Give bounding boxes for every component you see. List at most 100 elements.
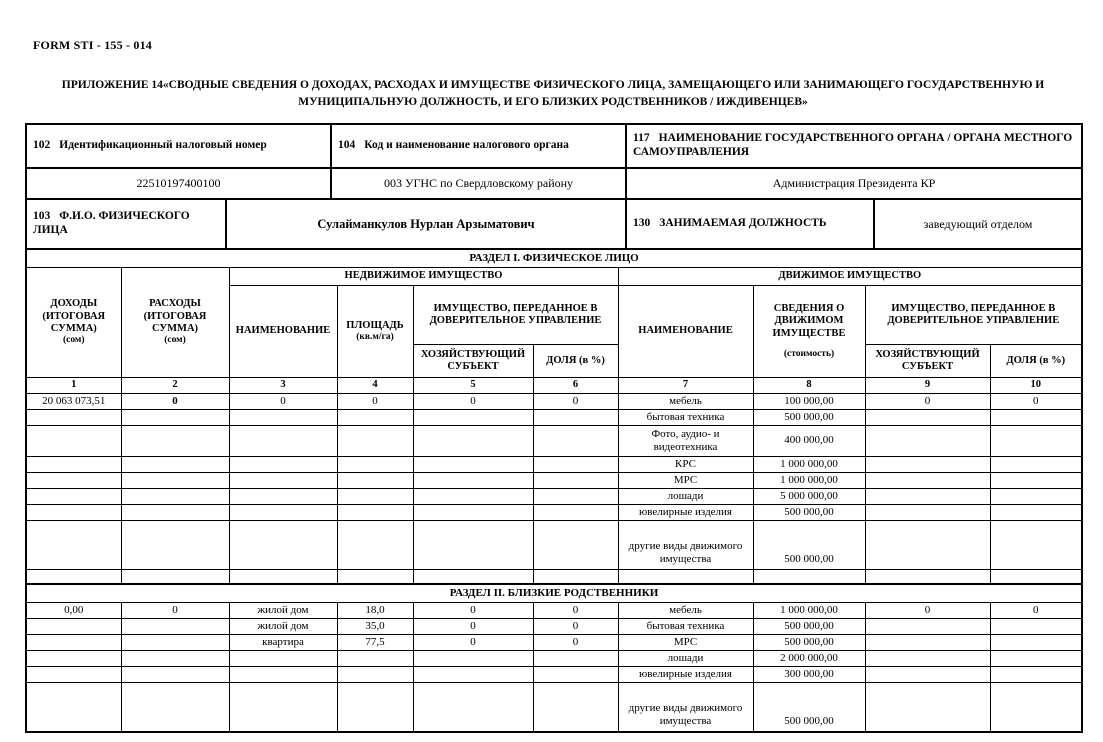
table-cell: ювелирные изделия [617, 666, 754, 684]
table-cell [864, 519, 991, 570]
table-cell [864, 503, 991, 521]
table-cell [120, 487, 230, 505]
table-cell: 0 [989, 602, 1083, 620]
table-cell: квартира [228, 634, 338, 652]
section1-body: 20 063 073,51 0 0 0 0 0 мебель 100 000,00 0 0 быто… [25, 393, 1083, 585]
field-130-label: ЗАНИМАЕМАЯ ДОЛЖНОСТЬ [659, 217, 827, 230]
table-cell [336, 424, 414, 457]
table-cell: 0 [120, 602, 230, 620]
table-cell: бытовая техника [617, 408, 754, 426]
table-cell [336, 650, 414, 668]
table-cell: 300 000,00 [752, 666, 866, 684]
table-cell: 0 [412, 602, 534, 620]
table-cell [120, 519, 230, 570]
table-row: лошади 2 000 000,00 [25, 650, 1083, 668]
table-cell [532, 471, 619, 489]
table-cell: мебель [617, 393, 754, 410]
table-row: бытовая техника 500 000,00 [25, 408, 1083, 426]
table-cell: МРС [617, 471, 754, 489]
table-cell: мебель [617, 602, 754, 620]
table-cell [120, 650, 230, 668]
table-cell [989, 666, 1083, 684]
table-cell: другие виды движимого имущества [617, 682, 754, 733]
declaration-table: РАЗДЕЛ I. ФИЗИЧЕСКОЕ ЛИЦО ДОХОДЫ (ИТОГОВ… [25, 248, 1084, 733]
col-header-movable-info: СВЕДЕНИЯ О ДВИЖИМОМ ИМУЩЕСТВЕ (стоимость… [752, 285, 866, 378]
table-cell: 1 000 000,00 [752, 471, 866, 489]
col-header-area-main: ПЛОЩАДЬ [346, 319, 404, 331]
form-number: FORM STI - 155 - 014 [33, 38, 152, 52]
table-cell: 1 000 000,00 [752, 602, 866, 620]
field-117-code: 117 [633, 132, 650, 145]
col-header-movable-entity: ХОЗЯЙСТВУЮЩИЙ СУБЪЕКТ [864, 344, 991, 378]
col-number-1: 1 [25, 377, 122, 394]
table-cell: 0 [412, 634, 534, 652]
field-103-value: Сулайманкулов Нурлан Арзыматович [224, 198, 628, 250]
table-row: 0,00 0 жилой дом 18,0 0 0 мебель 1 000 000,00 0 0 [25, 602, 1083, 620]
table-cell: 500 000,00 [752, 519, 866, 570]
section2-band: РАЗДЕЛ II. БЛИЗКИЕ РОДСТВЕННИКИ [25, 583, 1083, 604]
col-header-area: ПЛОЩАДЬ (кв.м/га) [336, 285, 414, 378]
table-cell [989, 618, 1083, 636]
table-cell [864, 618, 991, 636]
table-row: ювелирные изделия 500 000,00 [25, 503, 1083, 521]
table-cell [752, 568, 866, 585]
table-cell [864, 682, 991, 733]
field-117-label: НАИМЕНОВАНИЕ ГОСУДАРСТВЕННОГО ОРГАНА / О… [633, 132, 1073, 158]
table-cell [120, 682, 230, 733]
table-cell [412, 487, 534, 505]
field-102-label: Идентификационный налоговый номер [59, 139, 267, 152]
table-row: квартира 77,5 0 0 МРС 500 000,00 [25, 634, 1083, 652]
field-117-value: Администрация Президента КР [625, 167, 1084, 200]
table-cell: 0 [864, 602, 991, 620]
table-cell [864, 650, 991, 668]
column-number-row: 1 2 3 4 5 6 7 8 9 10 [25, 377, 1083, 394]
table-cell [532, 455, 619, 473]
field-104-code: 104 [338, 139, 356, 152]
info-row-person: 103 Ф.И.О. ФИЗИЧЕСКОГО ЛИЦА Сулайманкулов… [25, 198, 1084, 250]
table-cell [989, 634, 1083, 652]
col-number-9: 9 [864, 377, 991, 394]
table-cell [989, 650, 1083, 668]
col-number-10: 10 [989, 377, 1083, 394]
col-header-immovable-entity: ХОЗЯЙСТВУЮЩИЙ СУБЪЕКТ [412, 344, 534, 378]
table-cell: жилой дом [228, 602, 338, 620]
table-cell [228, 568, 338, 585]
table-cell: 1 000 000,00 [752, 455, 866, 473]
table-cell [120, 424, 230, 457]
col-number-6: 6 [532, 377, 619, 394]
field-103-code: 103 [33, 210, 51, 223]
table-cell [228, 682, 338, 733]
table-cell [864, 424, 991, 457]
table-cell [412, 471, 534, 489]
table-cell [25, 682, 122, 733]
col-header-immovable-share: ДОЛЯ (в %) [532, 344, 619, 378]
field-103-label-cell: 103 Ф.И.О. ФИЗИЧЕСКОГО ЛИЦА [25, 198, 227, 250]
table-row: жилой дом 35,0 0 0 бытовая техника 500 000,00 [25, 618, 1083, 636]
col-number-2: 2 [120, 377, 230, 394]
table-cell [25, 634, 122, 652]
table-cell [120, 568, 230, 585]
table-cell: 2 000 000,00 [752, 650, 866, 668]
table-cell [228, 424, 338, 457]
table-cell: 0 [532, 602, 619, 620]
table-cell [532, 408, 619, 426]
table-cell [228, 519, 338, 570]
table-cell [25, 650, 122, 668]
field-103-label: Ф.И.О. ФИЗИЧЕСКОГО ЛИЦА [33, 210, 190, 236]
table-cell [864, 634, 991, 652]
table-cell: 500 000,00 [752, 408, 866, 426]
table-cell [864, 471, 991, 489]
table-cell [120, 455, 230, 473]
table-cell [120, 618, 230, 636]
table-cell [336, 682, 414, 733]
table-cell: 0 [864, 393, 991, 410]
table-cell [412, 650, 534, 668]
table-cell [25, 408, 122, 426]
group-header-movable: ДВИЖИМОЕ ИМУЩЕСТВО [617, 267, 1083, 286]
table-cell [864, 408, 991, 426]
col-header-expenses: РАСХОДЫ (ИТОГОВАЯ СУММА) (сом) [120, 267, 230, 378]
table-cell: другие виды движимого имущества [617, 519, 754, 570]
table-row: другие виды движимого имущества 500 000,0… [25, 682, 1083, 733]
info-row-labels: 102 Идентификационный налоговый номер 104… [24, 123, 1084, 169]
